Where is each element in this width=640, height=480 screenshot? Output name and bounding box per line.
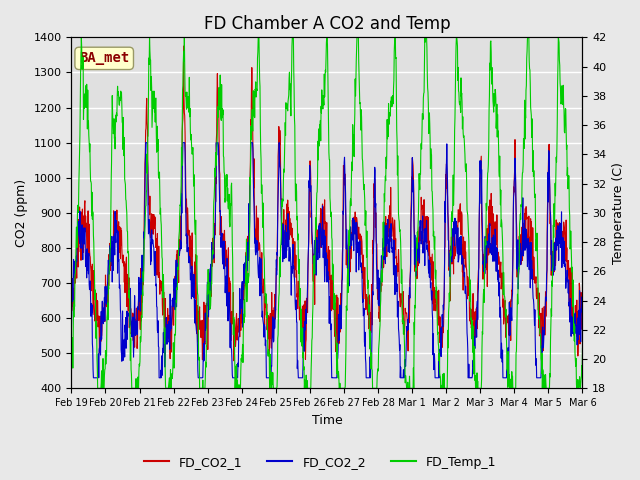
FD_CO2_2 <box>68 327 76 333</box>
FD_CO2_2 <box>142 140 150 145</box>
FD_Temp_1 <box>77 35 85 40</box>
Y-axis label: Temperature (C): Temperature (C) <box>612 162 625 264</box>
FD_CO2_2 <box>239 288 247 293</box>
FD_CO2_2 <box>518 234 526 240</box>
FD_Temp_1 <box>68 333 76 338</box>
FD_CO2_1 <box>239 280 247 286</box>
FD_Temp_1 <box>474 385 481 391</box>
FD_CO2_2 <box>182 205 189 211</box>
FD_Temp_1 <box>407 385 415 391</box>
Line: FD_CO2_2: FD_CO2_2 <box>72 143 582 378</box>
Line: FD_CO2_1: FD_CO2_1 <box>72 46 582 361</box>
FD_Temp_1 <box>579 346 586 351</box>
FD_CO2_1 <box>474 326 481 332</box>
FD_Temp_1 <box>170 340 177 346</box>
X-axis label: Time: Time <box>312 414 342 427</box>
Y-axis label: CO2 (ppm): CO2 (ppm) <box>15 179 28 247</box>
FD_CO2_1 <box>518 258 526 264</box>
Text: BA_met: BA_met <box>79 51 129 65</box>
FD_CO2_1 <box>407 261 415 266</box>
FD_Temp_1 <box>182 90 189 96</box>
FD_CO2_1 <box>68 280 76 286</box>
Legend: FD_CO2_1, FD_CO2_2, FD_Temp_1: FD_CO2_1, FD_CO2_2, FD_Temp_1 <box>139 451 501 474</box>
FD_CO2_2 <box>579 299 586 304</box>
FD_Temp_1 <box>94 385 102 391</box>
FD_CO2_2 <box>90 375 97 381</box>
FD_CO2_1 <box>182 156 189 162</box>
FD_CO2_1 <box>180 43 188 49</box>
FD_CO2_1 <box>230 358 237 364</box>
FD_Temp_1 <box>239 360 247 365</box>
Line: FD_Temp_1: FD_Temp_1 <box>72 37 582 388</box>
FD_CO2_2 <box>170 304 177 310</box>
FD_CO2_2 <box>407 268 415 274</box>
FD_CO2_2 <box>474 298 481 304</box>
FD_Temp_1 <box>518 170 526 176</box>
FD_CO2_1 <box>579 316 586 322</box>
Title: FD Chamber A CO2 and Temp: FD Chamber A CO2 and Temp <box>204 15 451 33</box>
FD_CO2_1 <box>169 312 177 318</box>
